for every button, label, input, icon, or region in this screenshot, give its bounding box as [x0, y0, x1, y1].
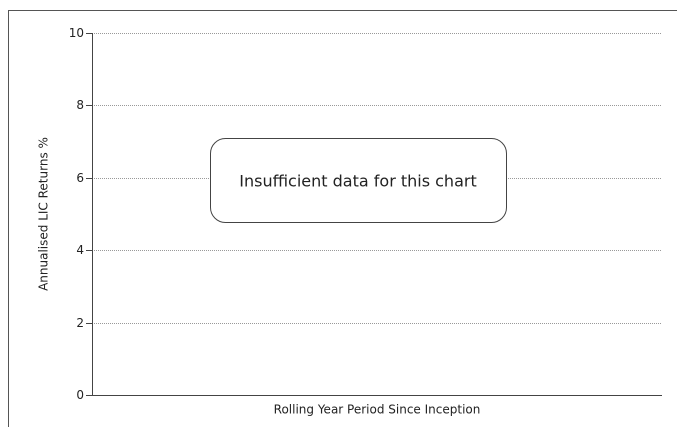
plot-area: 0 2 4 6 8 10	[69, 26, 662, 402]
y-axis-label: Annualised LIC Returns %	[37, 137, 51, 291]
y-tick-label: 0	[76, 388, 84, 402]
message-box	[210, 138, 507, 223]
y-tick-label: 6	[76, 171, 84, 185]
y-tick-label: 10	[69, 26, 84, 40]
x-axis-label: Rolling Year Period Since Inception	[274, 403, 481, 417]
message: Insufficient data for this chart	[239, 172, 476, 191]
y-tick-label: 2	[76, 316, 84, 330]
y-tick-label: 8	[76, 98, 84, 112]
y-tick-label: 4	[76, 243, 84, 257]
